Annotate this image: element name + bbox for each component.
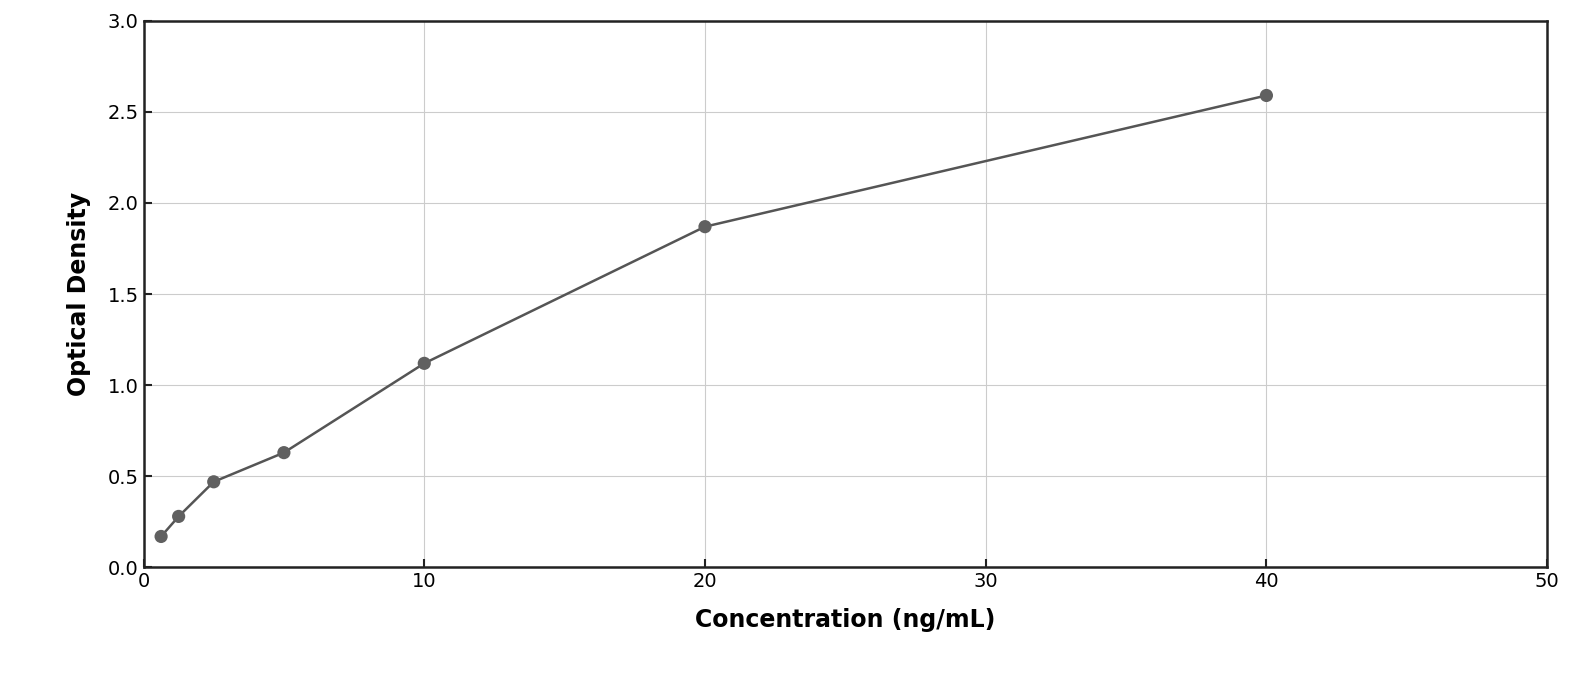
Point	[166, 511, 191, 522]
Point	[1254, 90, 1279, 101]
Point	[271, 447, 297, 458]
Point	[148, 531, 174, 542]
Point	[692, 221, 718, 233]
Y-axis label: Optical Density: Optical Density	[67, 192, 91, 396]
Point	[201, 476, 226, 487]
X-axis label: Concentration (ng/mL): Concentration (ng/mL)	[695, 608, 995, 632]
Point	[412, 358, 437, 369]
